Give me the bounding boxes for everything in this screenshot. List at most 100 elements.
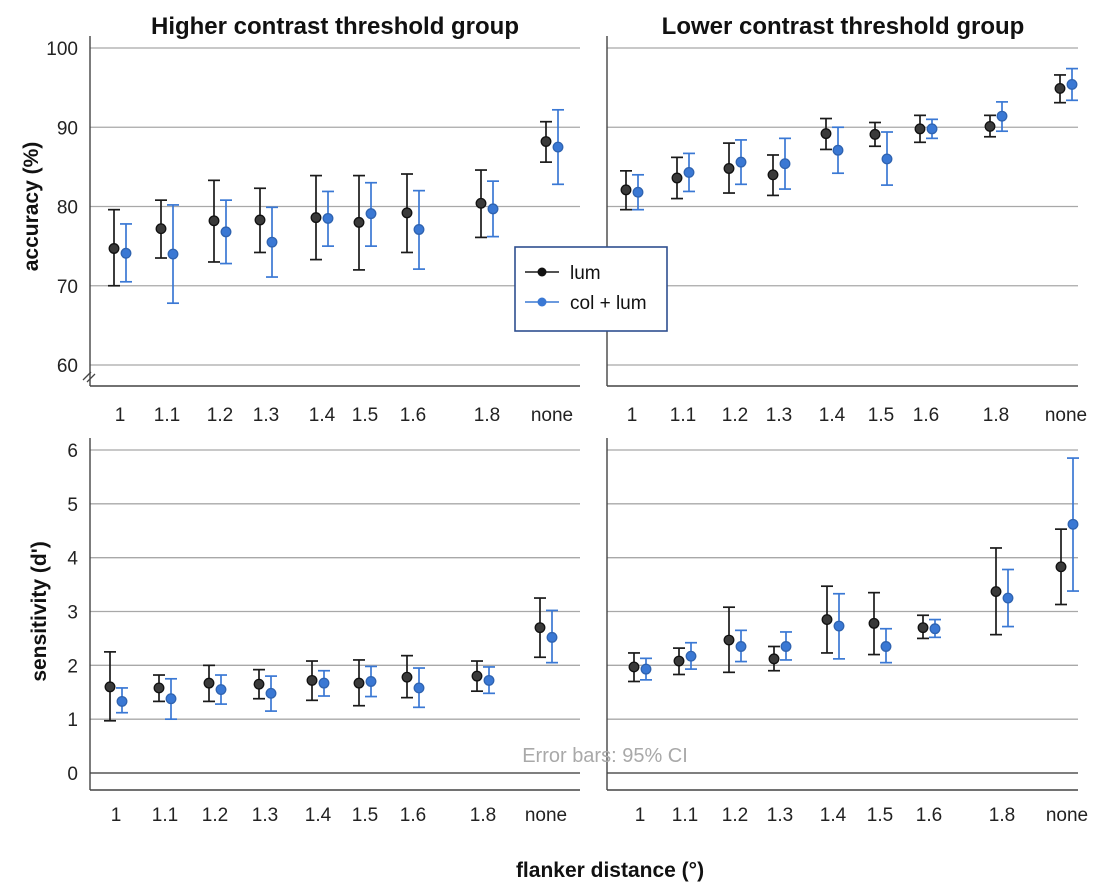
y-tick-label: 0 — [67, 764, 78, 785]
data-point-lum — [723, 163, 735, 174]
x-tick-label: 1.2 — [202, 805, 228, 826]
data-point-lum — [628, 661, 640, 673]
data-point-col-lum — [685, 650, 697, 662]
data-point-col-lum — [632, 186, 644, 198]
data-point-lum — [620, 184, 632, 196]
data-point-col-lum — [779, 158, 791, 170]
data-point-lum — [820, 128, 832, 140]
x-tick-label: 1.8 — [989, 805, 1015, 826]
y-tick-label: 90 — [57, 118, 78, 139]
panel-accuracy-lower: 1 1.1 1.2 1.3 1.4 1.5 1.6 1.8 none Lower contrast… — [606, 13, 1087, 426]
x-tick-label: 1.8 — [983, 405, 1009, 426]
data-point-lum — [1055, 561, 1067, 573]
data-point-lum — [353, 677, 365, 689]
y-tick-label: 2 — [67, 656, 78, 677]
data-point-lum — [723, 634, 735, 646]
legend-box — [514, 246, 668, 332]
data-point-lum — [914, 123, 926, 135]
data-point-lum — [155, 223, 167, 235]
x-tick-label: 1 — [635, 805, 646, 826]
x-tick-label: 1.1 — [672, 805, 698, 826]
legend-swatch-lum-marker — [537, 267, 547, 277]
data-point-lum — [104, 681, 116, 693]
y-tick-label: 1 — [67, 710, 78, 731]
y-tick-label: 70 — [57, 277, 78, 298]
x-tick-label: 1.5 — [868, 405, 894, 426]
x-tick-label: 1.2 — [207, 405, 233, 426]
x-tick-label: 1 — [627, 405, 638, 426]
data-point-col-lum — [318, 677, 330, 689]
panel-accuracy-higher: 60 70 80 90 100 1 1.1 1.2 1.3 1.4 1.5 1.6 1.8 none Hig… — [20, 13, 580, 426]
axis-break-mark — [82, 371, 96, 383]
data-point-lum — [540, 136, 552, 147]
y-tick-label: 100 — [46, 39, 78, 60]
data-point-col-lum — [881, 153, 893, 165]
x-tick-label: 1 — [115, 405, 126, 426]
data-point-col-lum — [996, 110, 1008, 122]
data-point-lum — [108, 243, 120, 254]
y-tick-label: 6 — [67, 441, 78, 462]
x-tick-label: 1.5 — [352, 405, 378, 426]
x-tick-label: 1.1 — [152, 805, 178, 826]
data-point-lum — [990, 586, 1002, 598]
x-tick-label: 1.4 — [819, 405, 846, 426]
data-point-col-lum — [833, 620, 845, 632]
panel-sensitivity-lower: 1 1.1 1.2 1.3 1.4 1.5 1.6 1.8 none — [606, 438, 1088, 826]
data-point-col-lum — [929, 623, 941, 635]
x-tick-label: 1.6 — [913, 405, 939, 426]
x-tick-label: 1.5 — [867, 805, 893, 826]
data-point-lum — [868, 617, 880, 629]
error-bar-note: Error bars: 95% CI — [522, 745, 688, 767]
data-point-lum — [203, 677, 215, 689]
legend-swatch-col-lum-marker — [537, 297, 547, 307]
x-tick-label: 1.5 — [352, 805, 378, 826]
data-point-col-lum — [546, 631, 558, 643]
data-point-lum — [208, 215, 220, 227]
data-point-col-lum — [735, 156, 747, 168]
y-tick-label: 60 — [57, 356, 78, 377]
x-tick-label: none — [1045, 405, 1087, 426]
data-point-lum — [401, 207, 413, 219]
x-tick-label: 1.3 — [767, 805, 793, 826]
data-point-col-lum — [1002, 592, 1014, 604]
data-point-col-lum — [266, 236, 278, 248]
x-tick-label: none — [1046, 805, 1088, 826]
x-tick-label: 1.3 — [253, 405, 279, 426]
x-tick-label: 1.2 — [722, 805, 748, 826]
x-tick-label: 1.6 — [400, 805, 426, 826]
y-tick-label: 4 — [67, 549, 78, 570]
data-point-col-lum — [365, 676, 377, 687]
data-point-lum — [917, 622, 929, 634]
x-tick-label: 1 — [111, 805, 122, 826]
data-point-lum — [768, 653, 780, 665]
y-tick-label: 5 — [67, 495, 78, 516]
legend-label-lum: lum — [570, 263, 601, 284]
x-tick-label: none — [531, 405, 573, 426]
y-tick-label: 3 — [67, 603, 78, 624]
x-tick-label: none — [525, 805, 567, 826]
data-point-col-lum — [365, 208, 377, 220]
x-tick-label: 1.2 — [722, 405, 748, 426]
data-point-col-lum — [220, 226, 232, 238]
data-point-lum — [1054, 82, 1066, 94]
x-tick-label: 1.3 — [766, 405, 792, 426]
panel-title: Higher contrast threshold group — [151, 13, 519, 40]
data-point-col-lum — [413, 224, 425, 235]
data-point-lum — [869, 128, 881, 140]
legend-label-col-lum: col + lum — [570, 293, 647, 314]
y-axis-label: sensitivity (d') — [28, 541, 51, 681]
panel-sensitivity-higher: 0 1 2 3 4 5 6 1 1.1 1.2 1.3 1.4 1.5 1.6 1.8 none sensiti… — [28, 438, 580, 826]
y-tick-label: 80 — [57, 198, 78, 219]
data-point-lum — [254, 214, 266, 226]
data-point-lum — [767, 169, 779, 181]
x-tick-label: 1.4 — [305, 805, 332, 826]
data-point-col-lum — [167, 248, 179, 260]
data-point-col-lum — [165, 693, 177, 705]
data-point-col-lum — [483, 674, 495, 686]
x-tick-label: 1.6 — [400, 405, 426, 426]
data-point-lum — [984, 121, 996, 132]
x-tick-label: 1.3 — [252, 805, 278, 826]
data-point-col-lum — [552, 141, 564, 153]
